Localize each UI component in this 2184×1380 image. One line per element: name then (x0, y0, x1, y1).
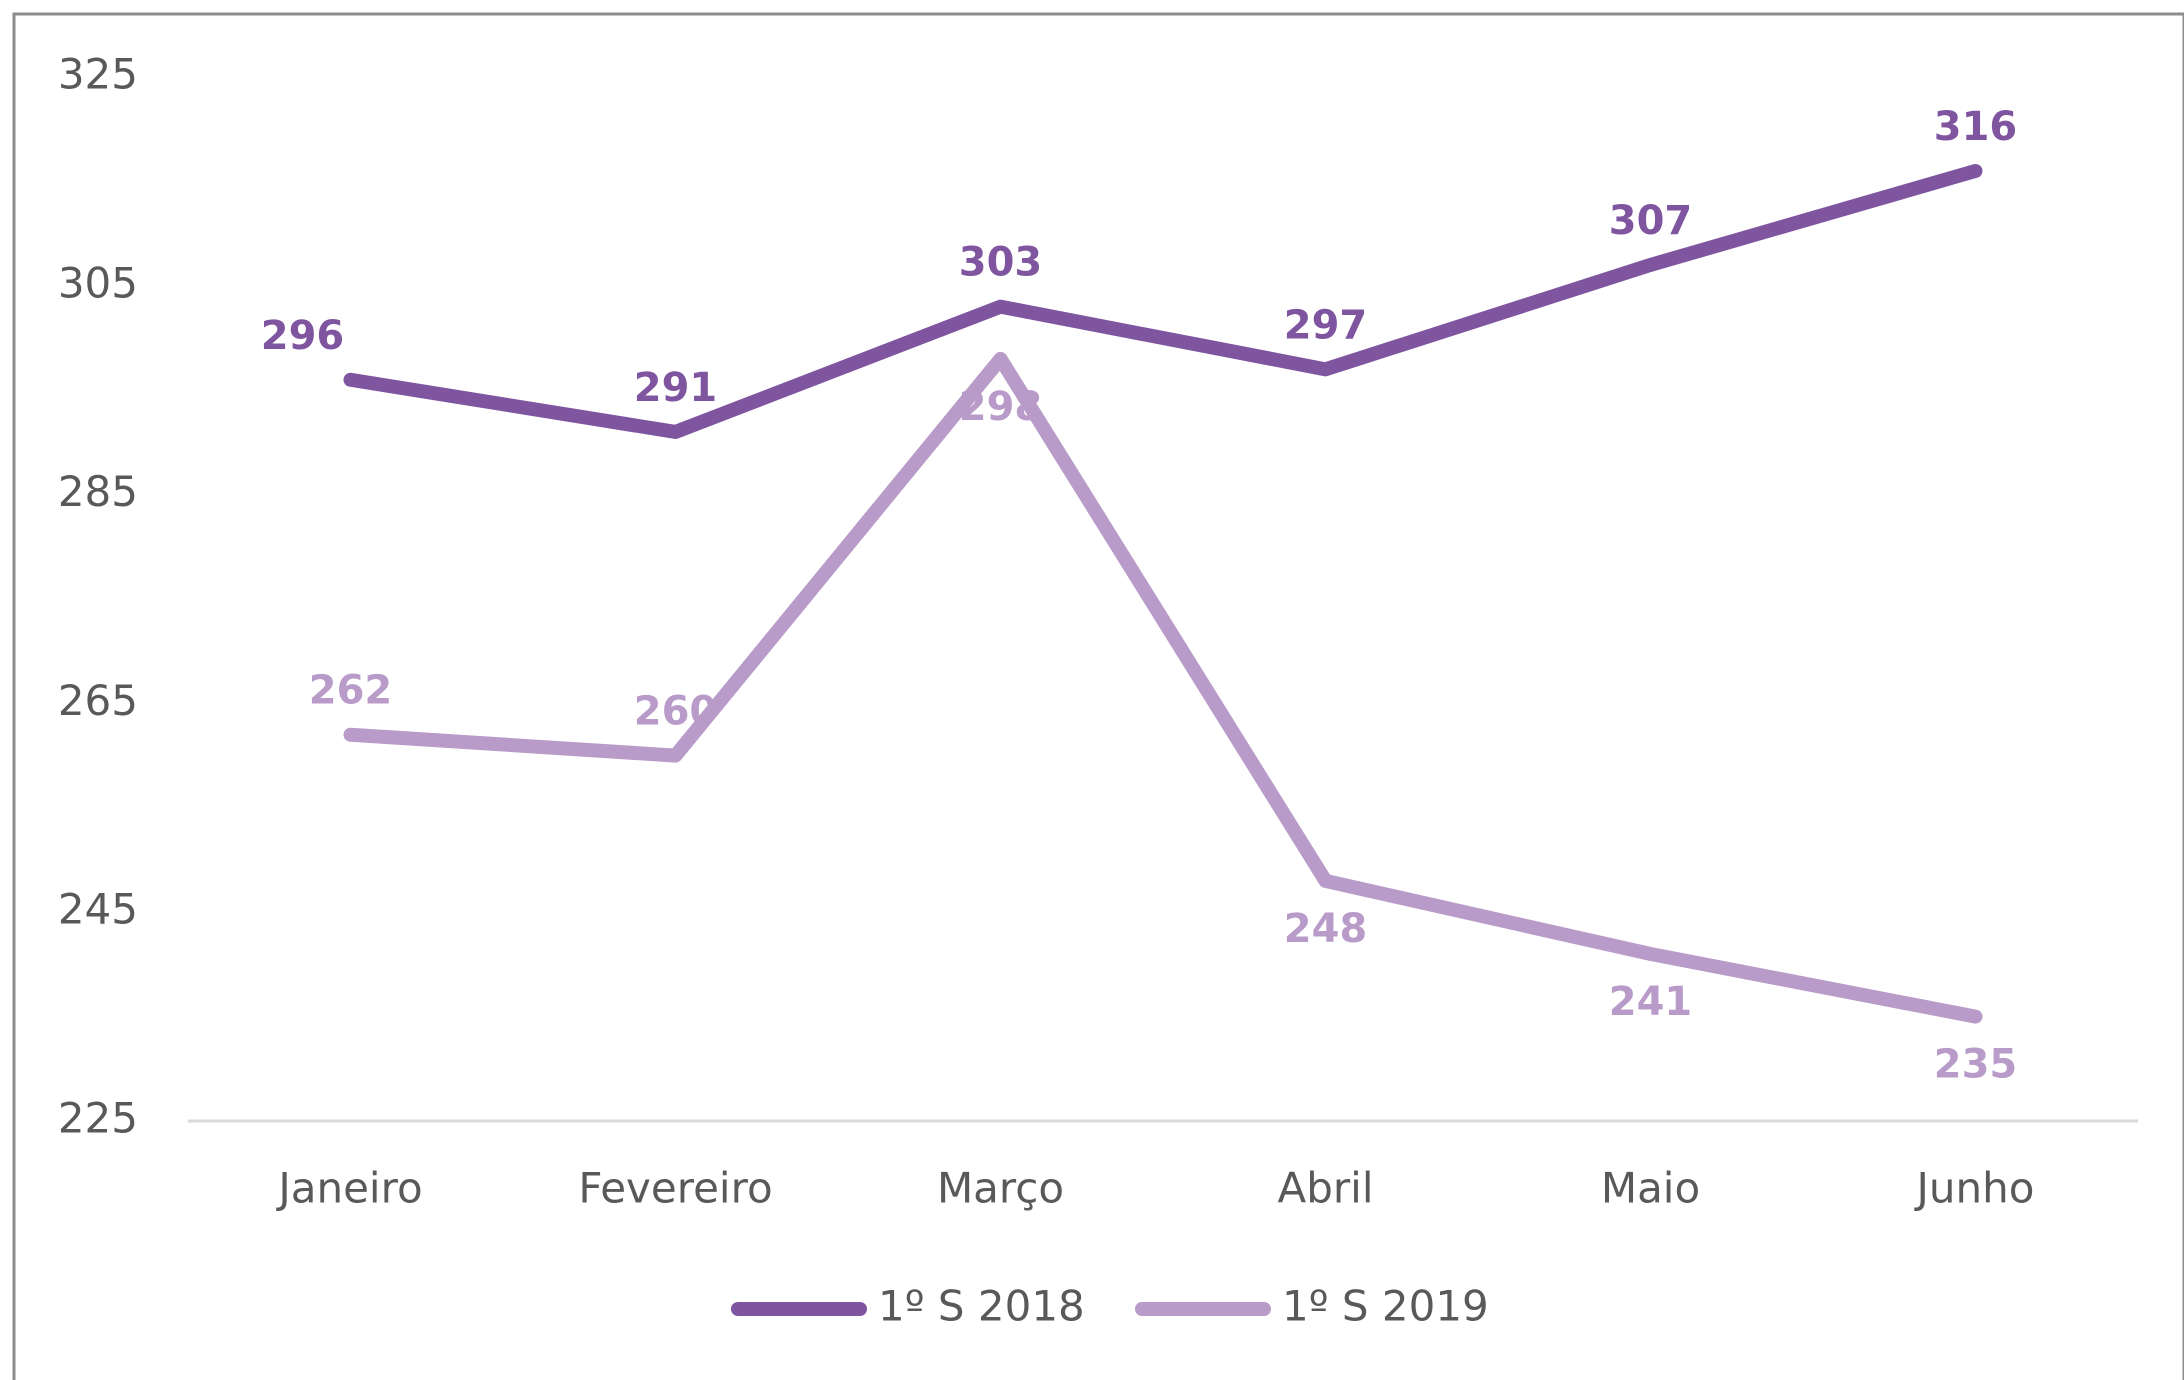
data-label: 291 (634, 365, 718, 411)
legend-label: 1º S 2019 (1282, 1282, 1489, 1331)
y-tick-label: 265 (58, 676, 138, 725)
y-tick-label: 325 (58, 50, 138, 99)
y-tick-label: 285 (58, 467, 138, 516)
y-tick-label: 305 (58, 258, 138, 307)
x-tick-label: Janeiro (275, 1164, 422, 1213)
series-line (343, 351, 1983, 1024)
x-tick-label: Março (937, 1164, 1064, 1213)
data-label: 298 (959, 384, 1043, 430)
y-tick-label: 245 (58, 885, 138, 934)
data-label: 248 (1284, 906, 1368, 952)
data-label: 316 (1934, 104, 2018, 150)
x-tick-label: Fevereiro (578, 1164, 772, 1213)
x-tick-label: Junho (1914, 1164, 2035, 1213)
data-label: 296 (261, 313, 345, 359)
data-label: 303 (959, 240, 1043, 286)
series-line (343, 163, 1983, 439)
legend-label: 1º S 2018 (878, 1282, 1085, 1331)
x-tick-label: Maio (1601, 1164, 1700, 1213)
data-label: 260 (634, 689, 718, 735)
chart-border (12, 12, 2184, 1380)
data-label: 241 (1609, 979, 1693, 1025)
y-tick-label: 225 (58, 1094, 138, 1143)
data-label: 235 (1934, 1042, 2018, 1088)
x-tick-label: Abril (1278, 1164, 1374, 1213)
data-label: 307 (1609, 198, 1693, 244)
data-label: 262 (309, 668, 393, 714)
data-label: 297 (1284, 302, 1368, 348)
